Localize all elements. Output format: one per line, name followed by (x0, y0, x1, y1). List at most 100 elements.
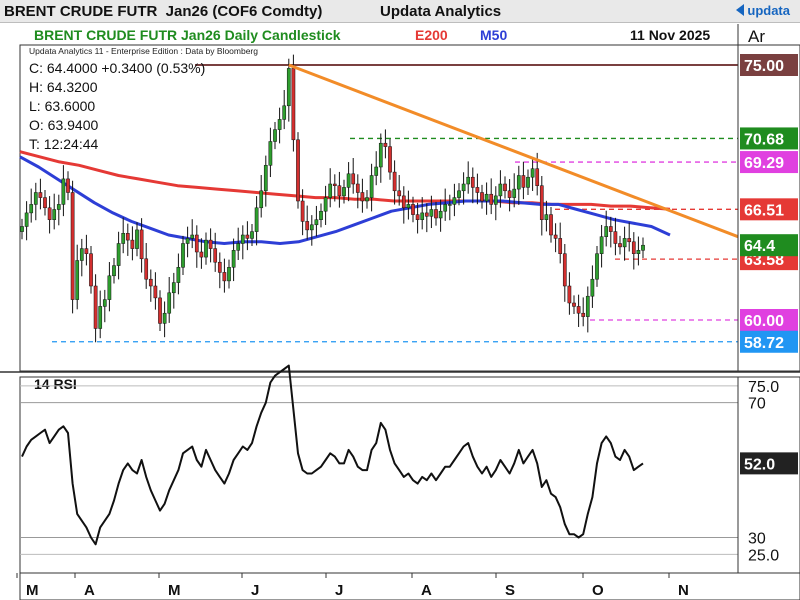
candle-body (489, 193, 494, 205)
legend-e200: E200 (415, 27, 448, 43)
candle-body (392, 171, 397, 192)
candle-body (595, 253, 599, 280)
candle-body (332, 183, 337, 186)
candle-body (300, 200, 305, 222)
candle-body (217, 261, 222, 273)
candle-body (38, 192, 43, 198)
candle-body (415, 214, 420, 220)
candle-body (208, 239, 213, 249)
rsi-tick-label: 30 (748, 531, 766, 548)
time-axis-box (19, 572, 800, 600)
candle-body (420, 212, 425, 220)
candle-body (475, 187, 480, 193)
brand-logo: updata (736, 3, 790, 18)
candle-body (130, 239, 135, 249)
candle-body (107, 275, 112, 300)
month-label: A (84, 582, 95, 599)
candle-body (263, 165, 268, 192)
candle-body (296, 139, 300, 202)
candle-body (70, 192, 75, 300)
candle-body (360, 192, 365, 202)
candle-body (544, 214, 549, 220)
instrument-title: BRENT CRUDE FUTR Jan26 (COF6 Comdty) (4, 3, 323, 20)
ohlc-readout-line: O: 63.9400 (29, 117, 98, 133)
candle-body (641, 244, 645, 251)
candle-body (314, 219, 319, 226)
candle-body (383, 142, 388, 147)
candle-body (539, 185, 544, 220)
candle-body (204, 239, 208, 258)
candle-body (622, 238, 627, 248)
rsi-last-label: 52.0 (744, 456, 775, 473)
title-bar: BRENT CRUDE FUTR Jan26 (COF6 Comdty) Upd… (0, 0, 800, 23)
price-level-tag (740, 309, 798, 331)
chart-date: 11 Nov 2025 (630, 27, 710, 43)
candle-body (79, 248, 84, 261)
candle-body (572, 302, 576, 307)
month-label: J (251, 582, 259, 599)
candle-body (148, 278, 153, 287)
candle-body (199, 251, 204, 258)
candle-body (351, 173, 356, 185)
candle-body (618, 243, 622, 248)
vendor-name: Updata Analytics (380, 3, 502, 20)
candle-body (89, 253, 93, 287)
candle-body (590, 278, 595, 297)
candle-body (424, 212, 429, 217)
candle-body (604, 226, 609, 237)
candle-body (581, 312, 586, 317)
candle-body (24, 212, 29, 227)
candle-body (236, 243, 241, 251)
last-price-tag (740, 234, 798, 257)
candle-body (167, 292, 172, 314)
ohlc-readout-line: T: 12:24:44 (29, 136, 98, 152)
candle-body (52, 209, 57, 220)
candle-body (512, 188, 517, 198)
candle-body (480, 192, 484, 202)
candle-body (535, 168, 540, 186)
candle-body (461, 183, 466, 192)
candle-body (277, 119, 282, 130)
candle-body (282, 105, 287, 120)
candle-body (374, 166, 379, 176)
rsi-last-tag (740, 452, 798, 475)
candle-body (158, 297, 162, 324)
candle-body (98, 306, 103, 329)
candle-body (250, 231, 254, 239)
rsi-panel-frame (19, 376, 739, 574)
candle-body (112, 265, 116, 277)
candle-body (553, 234, 558, 239)
rsi-line (21, 364, 644, 546)
candle-body (484, 193, 489, 202)
candle-body (631, 241, 636, 254)
price-axis: 75.00 70.68 69.29 66.51 63.58 60.00 58.72 64.4 (737, 44, 800, 372)
month-label: A (421, 582, 432, 599)
candle-body (608, 226, 613, 232)
candle-body (576, 306, 581, 314)
month-label: M (168, 582, 181, 599)
price-level-tag (740, 54, 798, 76)
candle-body (493, 195, 498, 205)
candle-body (144, 258, 149, 280)
rsi-tick-label: 25.0 (748, 547, 779, 564)
candle-body (438, 210, 443, 219)
candle-body (627, 238, 632, 243)
candle-body (268, 141, 273, 166)
candle-body (29, 204, 34, 214)
candle-body (309, 224, 314, 231)
candle-body (470, 176, 475, 188)
ohlc-readout-line: C: 64.4000 +0.3400 (0.53%) (29, 60, 205, 76)
candle-body (176, 267, 181, 283)
candle-body (227, 267, 231, 282)
candle-body (346, 173, 351, 188)
candle-body (558, 238, 563, 254)
legend-m50: M50 (480, 27, 507, 43)
price-level-label: 69.29 (744, 155, 784, 172)
candle-body (328, 183, 333, 198)
panel-frames (0, 24, 800, 574)
candle-body (305, 221, 310, 231)
candle-body (139, 229, 144, 260)
candle-body (585, 295, 590, 317)
candle-body (411, 204, 415, 215)
candle-body (286, 68, 291, 107)
